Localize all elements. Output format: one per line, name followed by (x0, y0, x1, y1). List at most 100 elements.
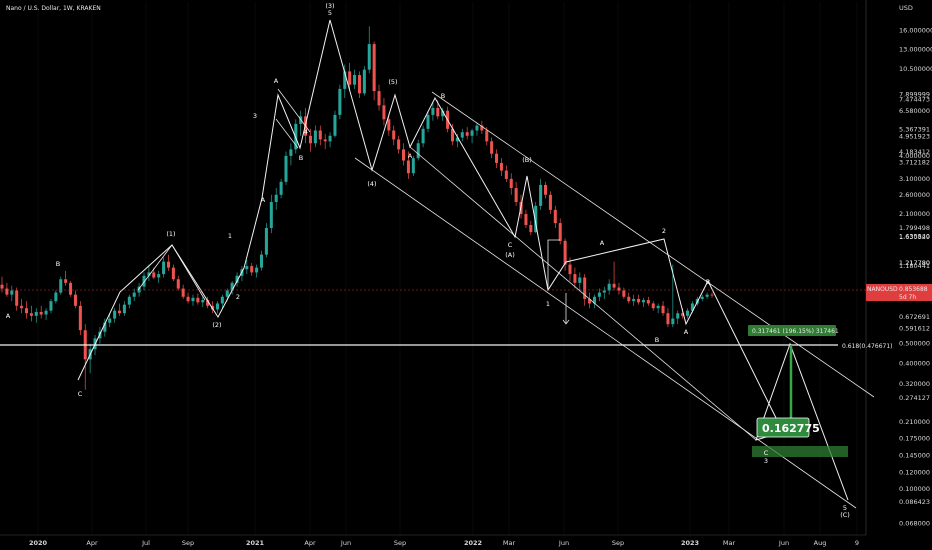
candle-down (78, 305, 82, 331)
axis-lines (0, 0, 867, 536)
y-tick-label: 3.100000 (899, 175, 930, 183)
candle-up (157, 274, 161, 278)
measure-label-box (748, 325, 836, 336)
candle-down (588, 298, 592, 304)
candle-down (573, 274, 577, 283)
y-tick-label: 2.600000 (899, 191, 930, 199)
y-tick-label: 4.000000 (899, 152, 930, 160)
y-tick-label: 0.086423 (899, 498, 930, 506)
candle-up (411, 158, 415, 174)
candle-down (152, 272, 156, 278)
y-tick-label: 1.217780 (899, 259, 930, 267)
candle-up (685, 310, 690, 316)
measure-tool: 0.317461 (196.15%) 317461 0.162775 (748, 325, 848, 457)
elliott-wave-path (77, 19, 849, 501)
y-tick-label: 1.217780 (899, 259, 930, 267)
candle-down (181, 288, 185, 297)
grid-layer (37, 2, 858, 535)
candle-up (475, 125, 479, 131)
candle-down (20, 305, 24, 309)
y-tick-label: 3.712182 (899, 159, 930, 167)
candle-up (201, 300, 205, 303)
wave-label-b-3: B (441, 92, 445, 100)
y-tick-label: 0.320000 (899, 380, 930, 388)
candle-up (34, 311, 38, 316)
wave-label-a-1: A (6, 312, 11, 320)
candle-up (259, 254, 264, 268)
wave-label-b-2: B (299, 154, 303, 162)
wave-label-1: 1 (228, 232, 232, 240)
candle-down (612, 283, 616, 288)
y-tick-label: 0.145000 (899, 451, 930, 459)
candle-down (504, 170, 508, 179)
wave-1-2-leg (137, 244, 206, 301)
candle-up (602, 290, 606, 293)
x-tick-label: 9 (855, 539, 859, 547)
candle-up (313, 130, 317, 144)
candle-down (646, 300, 650, 304)
candle-down (529, 225, 533, 233)
candle-down (485, 130, 489, 142)
candle-up (274, 194, 278, 203)
y-tick-label: 0.591612 (899, 324, 930, 332)
candle-down (397, 139, 401, 150)
candle-down (480, 125, 484, 131)
x-tick-label: 2020 (29, 539, 48, 547)
candle-down (401, 149, 406, 161)
price-tag-symbol: NANOUSD (867, 286, 898, 293)
candle-up (235, 275, 239, 283)
y-tick-label: 1.630829 (899, 233, 930, 241)
candle-down (499, 162, 503, 171)
wave-label-p5: (5) (388, 78, 397, 86)
y-tick-label: 16.000000 (899, 27, 932, 35)
wave-label-b-5: B (655, 336, 659, 344)
candle-down (377, 91, 381, 106)
candle-down (357, 74, 361, 94)
candle-down (382, 105, 386, 120)
candle-down (29, 313, 33, 316)
y-axis-label: USD (899, 4, 913, 12)
candle-up (54, 292, 58, 302)
candle-down (206, 300, 210, 306)
x-tick-label: Mar (723, 539, 736, 547)
candle-up (103, 322, 107, 332)
y-tick-label: 0.274127 (899, 394, 930, 402)
y-tick-label: 0.100000 (899, 485, 930, 493)
candle-down (24, 308, 29, 314)
x-tick-label: 2022 (464, 539, 482, 547)
target-zone (752, 446, 848, 457)
candle-up (191, 297, 195, 302)
y-tick-label: 1.799498 (899, 224, 930, 232)
wave-label-a-2: A (261, 196, 266, 204)
candle-down (171, 267, 175, 280)
x-tick-label: Sep (394, 539, 406, 547)
candle-up (284, 155, 288, 182)
candle-up (460, 132, 464, 138)
chart-title: Nano / U.S. Dollar, 1W, KRAKEN (6, 5, 101, 12)
candle-down (627, 296, 631, 302)
candle-up (539, 184, 543, 206)
y-tick-label: 13.000000 (899, 45, 932, 53)
last-price-value: 0.853688 (899, 286, 928, 293)
candle-up (534, 205, 538, 233)
candle-down (39, 311, 43, 315)
candle-down (617, 287, 621, 291)
candle-down (166, 261, 171, 268)
candle-down (436, 107, 440, 117)
candle-down (666, 313, 670, 325)
x-tick-label: Apr (86, 539, 98, 547)
y-tick-label: 0.500000 (899, 340, 930, 348)
wave-label-2-b: 2 (662, 227, 666, 235)
target-label: 0.162775 (762, 422, 820, 435)
candle-up (416, 143, 420, 159)
candle-down (450, 128, 455, 142)
y-tick-label: 0.210000 (899, 418, 930, 426)
candle-up (127, 296, 131, 305)
candle-up (421, 128, 425, 144)
wave-label-a-5: A (600, 239, 605, 247)
y-tick-label: 1.180441 (899, 262, 930, 270)
candle-down (323, 139, 327, 142)
candle-down (5, 288, 9, 295)
